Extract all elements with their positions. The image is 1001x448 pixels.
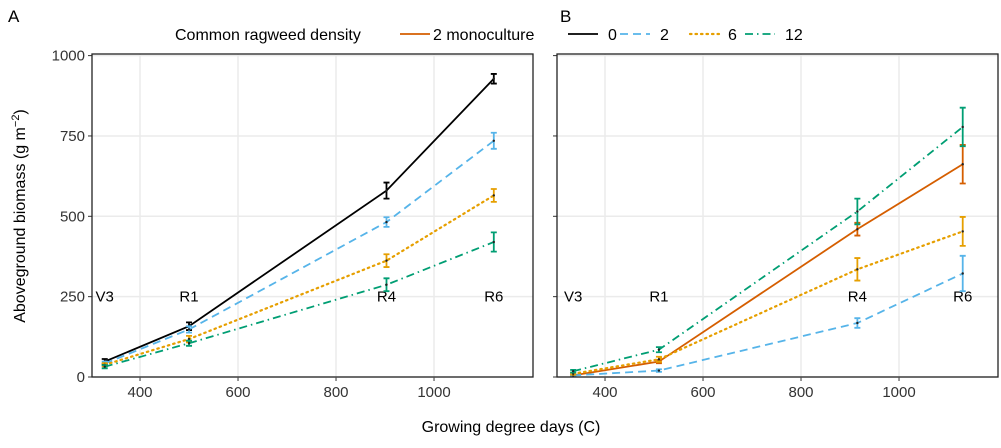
panel-border: [91, 53, 534, 378]
y-axis-label: Aboveground biomass (g m−2): [10, 109, 29, 323]
data-point: [856, 210, 859, 213]
stage-label-R6: R6: [484, 288, 503, 305]
data-point: [961, 230, 964, 233]
y-tick-label: 750: [60, 128, 85, 145]
stage-label-R1: R1: [649, 288, 668, 305]
panel-a: 400 600 800 1000 0 250 500 750 1000 V3 R1 R4 R6: [52, 48, 534, 401]
data-point: [385, 259, 388, 262]
series-line-12: [572, 126, 964, 373]
data-point: [571, 370, 575, 373]
data-point: [492, 77, 495, 80]
legend-label-12: 12: [785, 27, 803, 44]
series-line-2: [104, 140, 495, 365]
stage-label-R4: R4: [377, 288, 396, 305]
data-point: [657, 358, 661, 361]
data-point: [187, 328, 191, 331]
series-line-2: [573, 272, 964, 377]
y-tick-label: 500: [60, 208, 85, 225]
y-tick-label: 250: [60, 289, 85, 306]
y-axis-label-main: Aboveground biomass (g m: [12, 127, 29, 323]
data-point: [187, 342, 191, 345]
x-tick-label: 800: [789, 384, 814, 401]
x-tick-label: 800: [324, 384, 349, 401]
panel-label-a: A: [8, 7, 20, 26]
legend-label-2-monoculture: 2 monoculture: [433, 27, 534, 44]
x-tick-label: 600: [691, 384, 716, 401]
data-point: [187, 337, 191, 341]
legend-label-0: 0: [608, 27, 617, 44]
data-point: [961, 163, 964, 166]
stage-label-R6: R6: [953, 288, 972, 305]
x-tick-label: 1000: [882, 384, 915, 401]
series-line-0: [104, 78, 495, 363]
series-line-2-monoculture: [573, 163, 964, 377]
panel-label-b: B: [560, 7, 571, 26]
data-point: [657, 369, 661, 372]
x-tick-label: 400: [128, 384, 153, 401]
data-point: [657, 348, 661, 351]
data-point: [856, 321, 859, 325]
data-point: [492, 139, 495, 142]
data-point: [961, 272, 964, 275]
data-point: [856, 268, 859, 271]
data-point: [385, 189, 388, 192]
legend-label-6: 6: [728, 27, 737, 44]
x-axis-label: Growing degree days (C): [422, 419, 601, 436]
data-point: [856, 227, 859, 231]
stage-label-V3: V3: [564, 288, 582, 305]
series-line-6: [572, 230, 964, 375]
x-tick-label: 600: [226, 384, 251, 401]
data-point: [385, 220, 388, 224]
y-axis-label-sup: −2: [10, 115, 22, 128]
series-line-12: [104, 241, 495, 368]
data-point: [385, 283, 388, 286]
data-point: [492, 240, 495, 244]
y-tick-label: 1000: [52, 48, 85, 65]
data-point: [961, 125, 964, 129]
x-tick-label: 1000: [417, 384, 450, 401]
panel-b: 400 600 800 1000 V3 R1 R4 R6: [553, 53, 999, 401]
data-point: [103, 365, 106, 368]
stage-label-R1: R1: [179, 288, 198, 305]
legend-title: Common ragweed density: [175, 27, 361, 44]
y-tick-label: 0: [77, 369, 85, 386]
data-point: [492, 194, 495, 197]
stage-label-V3: V3: [96, 288, 114, 305]
stage-label-R4: R4: [848, 288, 867, 305]
series-line-6: [103, 194, 495, 366]
legend-label-2: 2: [660, 27, 669, 44]
x-tick-label: 400: [593, 384, 618, 401]
legend: 2 monoculture 0 2 6 12: [400, 27, 803, 44]
y-axis-label-end: ): [12, 109, 29, 114]
panel-border: [556, 53, 999, 378]
